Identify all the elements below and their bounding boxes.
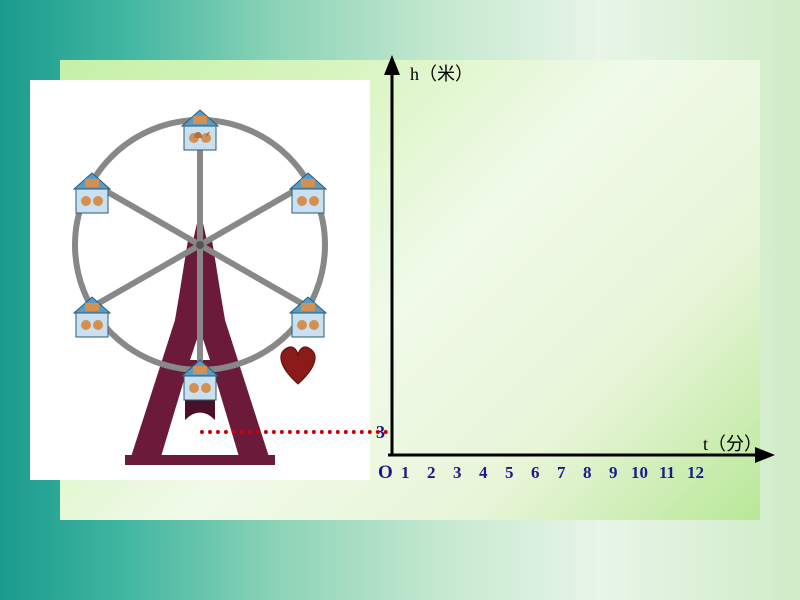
x-tick-9: 9 xyxy=(609,463,618,482)
x-tick-6: 6 xyxy=(531,463,540,482)
x-tick-1: 1 xyxy=(401,463,410,482)
x-tick-7: 7 xyxy=(557,463,566,482)
x-tick-4: 4 xyxy=(479,463,488,482)
x-tick-11: 11 xyxy=(659,463,675,482)
x-tick-12: 12 xyxy=(687,463,704,482)
x-tick-8: 8 xyxy=(583,463,592,482)
y-intercept-label: 3 xyxy=(376,422,385,442)
x-tick-2: 2 xyxy=(427,463,436,482)
x-tick-10: 10 xyxy=(631,463,648,482)
x-tick-3: 3 xyxy=(453,463,462,482)
origin-label: O xyxy=(378,462,393,483)
coordinate-axes: h（米） t（分） O 3 1 2 3 4 5 6 7 8 9 10 11 12 xyxy=(0,0,800,600)
x-axis-label: t（分） xyxy=(703,434,762,454)
x-tick-5: 5 xyxy=(505,463,514,482)
y-axis-label: h（米） xyxy=(410,64,473,84)
